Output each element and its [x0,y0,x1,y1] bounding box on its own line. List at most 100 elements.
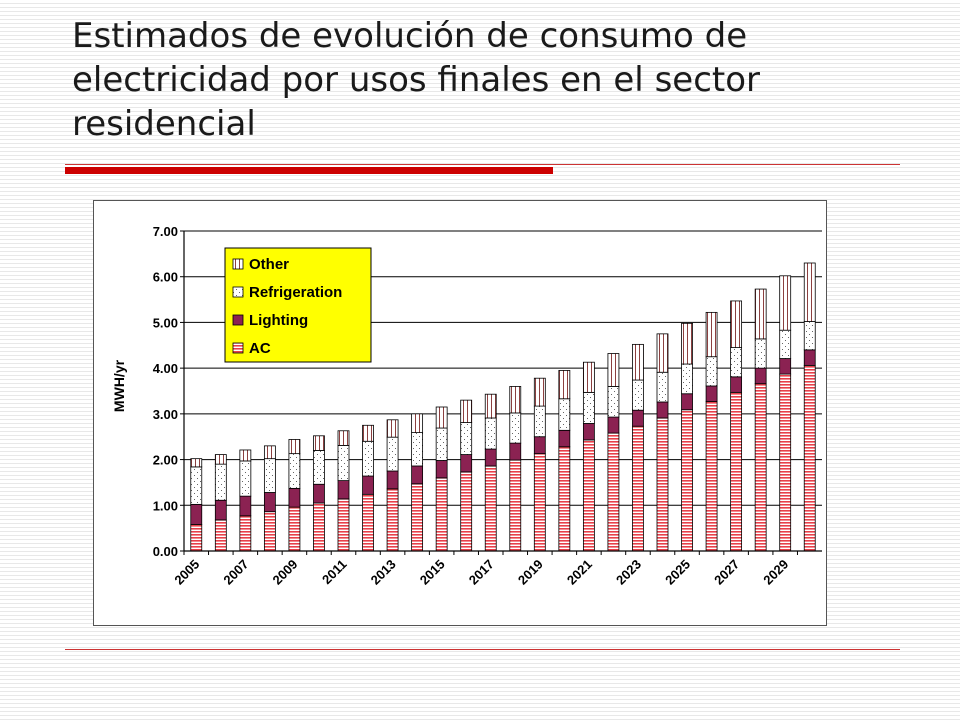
chart-frame: 0.00 1.00 2.00 3.00 4.00 5.00 6.00 7.00 2005 200… [93,200,827,626]
bar-refrigeration-2014 [411,432,424,467]
bar-other-2010 [313,435,325,451]
bar-other-2009 [288,439,301,455]
bar-lighting-2019 [533,436,546,455]
x-tick-label: 2011 [319,557,350,588]
bar-refrigeration-2023 [632,379,644,411]
bar-ac-2010 [313,502,325,552]
bar-refrigeration-2021 [582,391,595,424]
bar-refrigeration-2011 [337,444,350,481]
legend-box [224,247,372,363]
bar-ac-2008 [263,511,276,552]
bar-lighting-2008 [263,492,276,513]
bar-lighting-2014 [411,465,424,485]
bar-other-2012 [362,424,374,442]
bar-refrigeration-2015 [435,427,448,461]
bar-refrigeration-2026 [705,356,718,387]
x-tick-label: 2025 [662,557,693,588]
bar-refrigeration-2019 [533,405,546,438]
x-tick-label: 2019 [515,557,546,588]
bar-lighting-2007 [239,495,252,517]
y-tick-labels: 0.00 1.00 2.00 3.00 4.00 5.00 6.00 7.00 [153,224,178,559]
x-tick-label: 2015 [417,557,448,588]
legend-label-refrigeration: Refrigeration [249,284,342,301]
y-tick-label: 0.00 [153,544,178,559]
bar-other-2016 [460,399,473,423]
bar-ac-2013 [386,488,399,552]
bar-other-2007 [239,449,252,462]
bar-refrigeration-2028 [754,338,767,369]
bar-refrigeration-2024 [656,371,669,403]
bar-lighting-2027 [730,376,743,393]
bar-lighting-2026 [705,385,718,402]
bar-other-2013 [386,419,399,438]
y-axis-title: MWH/yr [111,359,127,412]
bar-ac-2011 [337,498,350,552]
bar-ac-2015 [435,477,448,552]
bar-ac-2026 [705,401,718,552]
bar-ac-2028 [754,383,767,552]
bar-refrigeration-2020 [558,398,571,431]
title-underline-thin [65,164,900,165]
bar-ac-2023 [632,425,644,552]
bar-refrigeration-2009 [288,453,301,489]
axes [180,230,822,555]
bar-lighting-2024 [656,401,669,419]
bar-ac-2020 [558,446,571,552]
bar-other-2018 [509,386,522,414]
bar-lighting-2018 [509,442,522,461]
bar-lighting-2020 [558,429,571,448]
bar-ac-2006 [214,519,227,552]
x-tick-label: 2029 [760,557,791,588]
x-tick-label: 2021 [564,557,595,588]
bar-ac-2005 [190,524,203,552]
bar-lighting-2030 [803,349,816,366]
y-tick-label: 3.00 [153,407,178,422]
x-tick-label: 2023 [613,557,644,588]
bar-lighting-2006 [214,499,227,521]
bar-other-2020 [558,370,571,400]
y-tick-label: 4.00 [153,361,178,376]
bar-lighting-2023 [632,409,644,427]
bar-refrigeration-2030 [803,321,816,351]
bar-lighting-2016 [460,454,473,473]
x-tick-label: 2013 [368,557,399,588]
bar-other-2021 [582,361,595,393]
bar-lighting-2025 [681,393,693,411]
x-tick-label: 2005 [171,557,202,588]
bar-lighting-2010 [313,483,325,504]
bar-lighting-2005 [190,503,203,525]
bar-other-2008 [263,445,276,460]
x-tick-label: 2027 [711,557,742,588]
bar-refrigeration-2029 [779,329,792,359]
bar-other-2025 [681,322,693,365]
bar-refrigeration-2007 [239,460,252,497]
bar-ac-2019 [533,453,546,552]
bar-lighting-2015 [435,460,448,479]
y-tick-label: 5.00 [153,315,178,330]
bar-other-2029 [779,275,792,331]
bar-other-2006 [214,454,227,465]
bar-refrigeration-2010 [313,450,325,485]
legend-label-ac: AC [249,340,271,357]
legend-swatch-other [232,258,244,270]
bar-refrigeration-2027 [730,347,743,378]
bar-lighting-2029 [779,358,792,375]
legend-swatch-ac [232,342,244,354]
y-tick-label: 2.00 [153,453,178,468]
bar-lighting-2012 [362,475,374,495]
x-tick-label: 2007 [220,557,251,588]
footer-rule [65,649,900,650]
bar-refrigeration-2012 [362,440,374,477]
title-underline-accent [65,167,553,174]
legend-swatch-refrigeration [232,286,244,298]
bar-other-2027 [730,300,743,348]
bar-lighting-2022 [607,416,620,434]
bar-other-2023 [632,343,644,381]
bar-other-2030 [803,262,816,322]
bar-lighting-2028 [754,367,767,385]
bar-refrigeration-2022 [607,386,620,418]
bar-other-2005 [190,458,203,468]
legend: Other Refrigeration Lighting AC [224,247,372,363]
bar-other-2026 [705,311,718,358]
bar-refrigeration-2018 [509,412,522,444]
